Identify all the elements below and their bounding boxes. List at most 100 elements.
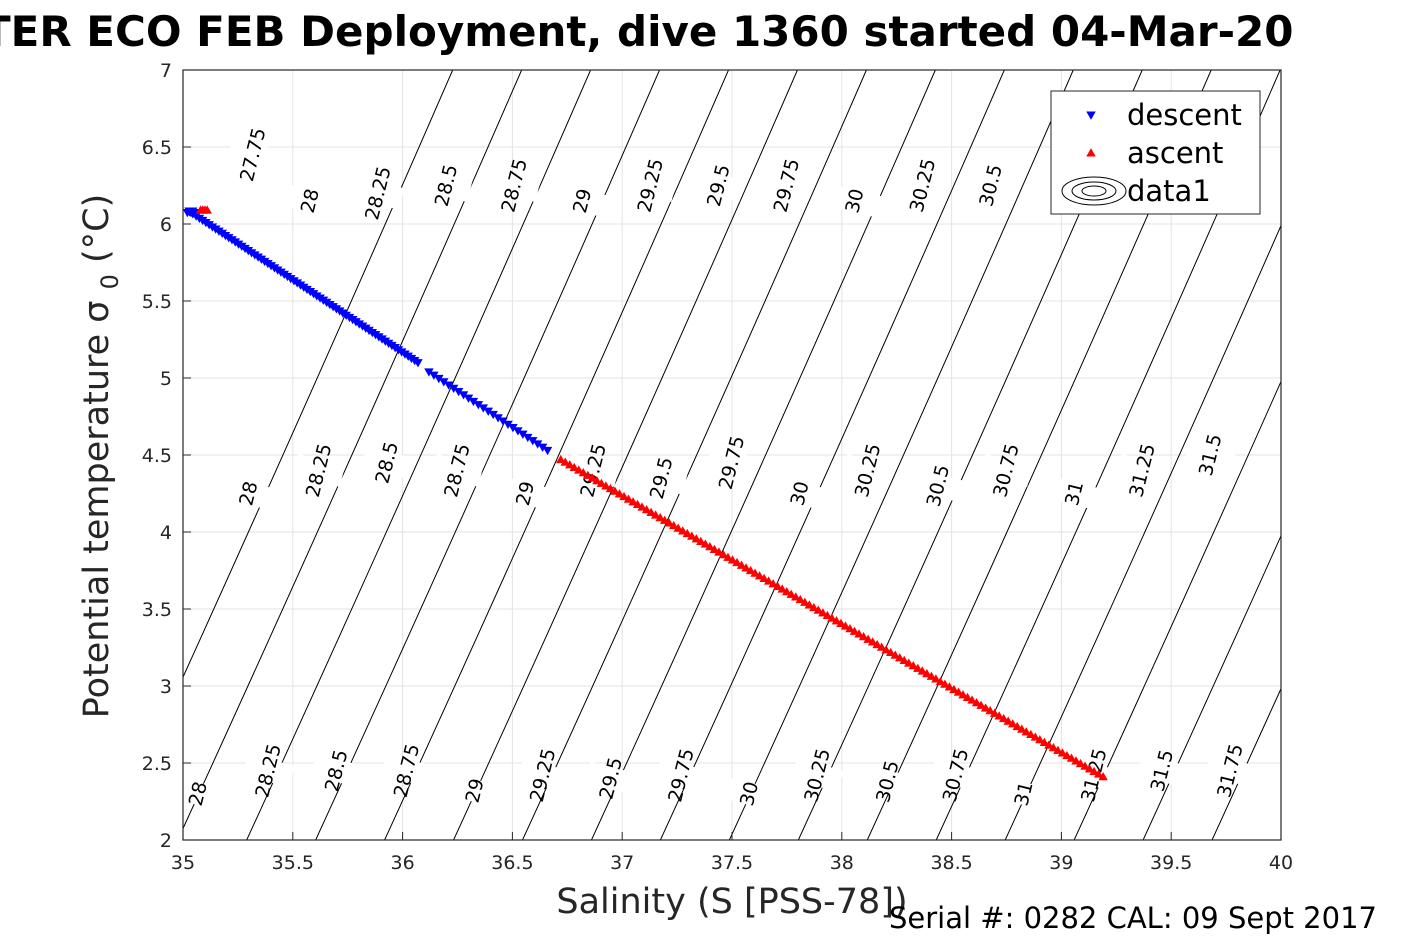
contour-label-bg — [449, 774, 502, 808]
ascent-point — [727, 555, 738, 564]
isopycnal-line — [1211, 687, 1281, 840]
ascent-point — [650, 510, 661, 519]
ascent-point — [872, 639, 882, 649]
isopycnal-line — [1142, 534, 1281, 840]
legend-entry-label: data1 — [1127, 174, 1211, 208]
ascent-point — [895, 653, 905, 662]
ascent-point — [967, 695, 977, 704]
ascent-point — [998, 713, 1009, 723]
contour-label-bg — [293, 453, 346, 487]
ascent-point — [565, 460, 575, 469]
y-tick-label: 4 — [160, 522, 172, 544]
y-tick-label: 5.5 — [142, 291, 172, 313]
contour-label-bg — [556, 184, 609, 218]
ascent-point — [1084, 764, 1095, 773]
x-axis-label: Salinity (S [PSS-78]) — [556, 882, 907, 922]
ascent-point — [745, 565, 756, 575]
chart-title: TER ECO FEB Deployment, dive 1360 starte… — [0, 7, 1293, 56]
ascent-point — [673, 523, 683, 532]
ascent-point — [1021, 727, 1031, 736]
contour-label-bg — [431, 453, 484, 487]
ascent-point — [908, 661, 918, 670]
ascent-point — [655, 512, 665, 522]
y-axis-ticks: 2 2.5 3 3.5 4 4.5 5 5.5 6 6.5 7 — [142, 60, 191, 852]
contour-label-bg — [488, 169, 541, 202]
y-tick-label: 4.5 — [142, 445, 172, 467]
contour-label-bg — [222, 477, 275, 510]
ascent-point — [682, 528, 692, 538]
ascent-point — [1026, 729, 1036, 739]
contour-label-bg — [517, 758, 570, 792]
svg-text:Potential temperature σ: Potential temperature σ 0 (°C) — [77, 194, 127, 719]
contour-label-bg — [585, 761, 638, 795]
contour-label-bg — [965, 169, 1018, 202]
ascent-point — [994, 711, 1004, 720]
ascent-point — [623, 494, 634, 503]
ascent-point — [795, 594, 805, 604]
contour-label-bg — [635, 461, 688, 495]
contour-label-bg — [172, 777, 225, 811]
x-tick-label: 36.5 — [491, 852, 533, 874]
contour-label-bg — [1136, 754, 1189, 788]
legend-box — [1050, 90, 1261, 215]
ascent-point — [1044, 740, 1054, 749]
ascent-point — [1089, 766, 1099, 776]
ascent-point — [791, 592, 801, 601]
legend-entry-label: ascent — [1127, 136, 1223, 170]
x-tick-label: 36 — [391, 852, 415, 874]
data-points — [182, 205, 1108, 781]
contour-label-bg — [499, 477, 552, 510]
x-tick-label: 37.5 — [711, 852, 753, 874]
isopycnal-line — [183, 70, 454, 679]
ascent-point — [949, 684, 959, 694]
ascent-point — [922, 668, 932, 678]
isopycnal-line — [315, 70, 660, 840]
ascent-point — [976, 700, 986, 709]
ascent-point — [601, 481, 611, 490]
ascent-point — [845, 624, 855, 633]
x-tick-label: 35.5 — [272, 852, 314, 874]
ascent-point — [890, 650, 900, 659]
contour-label-bg — [692, 169, 745, 202]
ascent-point — [831, 616, 842, 625]
x-tick-label: 38 — [830, 852, 854, 874]
isopycnal-line — [728, 70, 1074, 840]
y-tick-label: 7 — [160, 60, 172, 82]
ascent-point — [202, 205, 212, 214]
ascent-point — [1039, 737, 1050, 746]
ascent-point — [931, 674, 941, 683]
y-tick-label: 6 — [160, 214, 172, 236]
ascent-point — [641, 505, 652, 514]
contour-label-bg — [1116, 453, 1169, 487]
ascent-point — [555, 454, 566, 464]
contour-label-bg — [352, 176, 405, 210]
ascent-point — [809, 602, 819, 612]
isopycnal-line — [453, 70, 798, 840]
isopycnal-line — [384, 70, 729, 840]
calibration-footer: Serial #: 0282 CAL: 09 Sept 2017 — [889, 901, 1377, 935]
ascent-point — [592, 475, 602, 485]
ascent-point — [1008, 719, 1018, 728]
contour-label-bg — [723, 777, 776, 811]
ascent-point — [836, 618, 846, 627]
ascent-point — [1012, 721, 1022, 731]
legend: descent ascent data1 — [1050, 90, 1261, 215]
x-tick-label: 40 — [1269, 852, 1293, 874]
ascent-point — [840, 621, 851, 630]
y-tick-label: 3 — [160, 676, 172, 698]
x-tick-label: 39.5 — [1150, 852, 1192, 874]
ascent-point — [646, 507, 656, 516]
contour-label-bg — [1184, 438, 1237, 472]
contour-label-bg — [791, 758, 844, 792]
contour-label-bg — [567, 453, 620, 487]
ascent-point — [985, 705, 995, 715]
contour-label-bg — [655, 758, 708, 792]
y-axis-label-units: (°C) — [77, 194, 117, 263]
ascent-point — [696, 536, 706, 546]
ascent-point — [863, 634, 873, 643]
ascent-point — [1053, 745, 1063, 754]
ascent-point — [718, 549, 729, 559]
legend-ascent-marker — [1086, 148, 1096, 157]
ascent-point — [1062, 750, 1072, 760]
ascent-point — [723, 552, 733, 561]
